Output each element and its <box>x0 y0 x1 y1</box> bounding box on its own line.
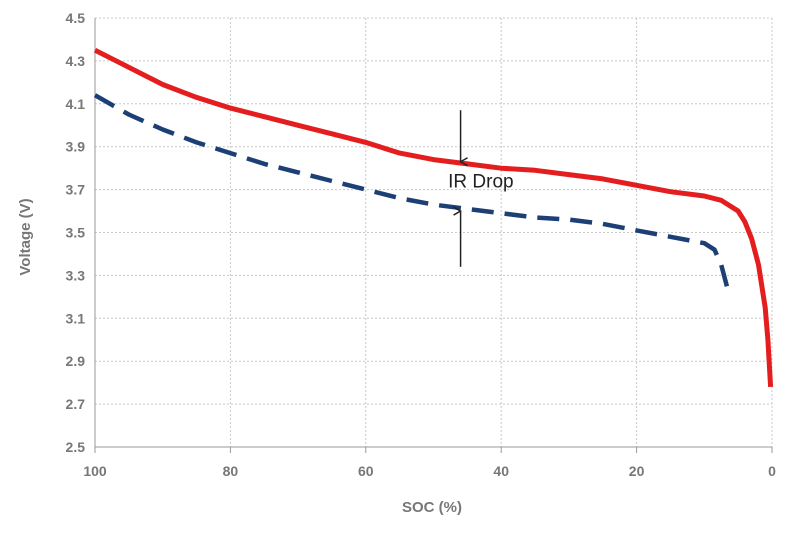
y-tick-label: 4.1 <box>66 96 86 112</box>
y-axis-title: Voltage (V) <box>17 198 34 275</box>
y-tick-label: 3.3 <box>66 267 86 283</box>
y-tick-label: 3.9 <box>66 139 86 155</box>
ir-drop-label: IR Drop <box>448 171 513 192</box>
y-tick-label: 3.7 <box>66 182 86 198</box>
x-tick-label: 20 <box>629 463 645 479</box>
x-tick-label: 100 <box>83 463 107 479</box>
x-tick-label: 80 <box>223 463 239 479</box>
series-line-solid <box>93 47 774 388</box>
x-tick-label: 40 <box>493 463 509 479</box>
axes: 2.5 2.7 2.9 3.1 3.3 3.5 3.7 3.9 4.1 4.3 4.5 100 80 60… <box>66 10 777 479</box>
y-tick-label: 4.5 <box>66 10 86 26</box>
y-tick-label: 2.5 <box>66 439 86 455</box>
x-axis-title: SOC (%) <box>402 499 462 516</box>
y-tick-label: 2.7 <box>66 396 86 412</box>
series-line-dashed <box>93 93 731 291</box>
y-tick-label: 2.9 <box>66 353 86 369</box>
series <box>93 47 774 388</box>
y-tick-label: 3.5 <box>66 225 86 241</box>
x-tick-label: 60 <box>358 463 374 479</box>
annotations: IR Drop <box>448 110 514 267</box>
x-tick-label: 0 <box>768 463 776 479</box>
gridlines <box>95 17 773 447</box>
y-tick-label: 3.1 <box>66 310 86 326</box>
y-tick-label: 4.3 <box>66 53 86 69</box>
